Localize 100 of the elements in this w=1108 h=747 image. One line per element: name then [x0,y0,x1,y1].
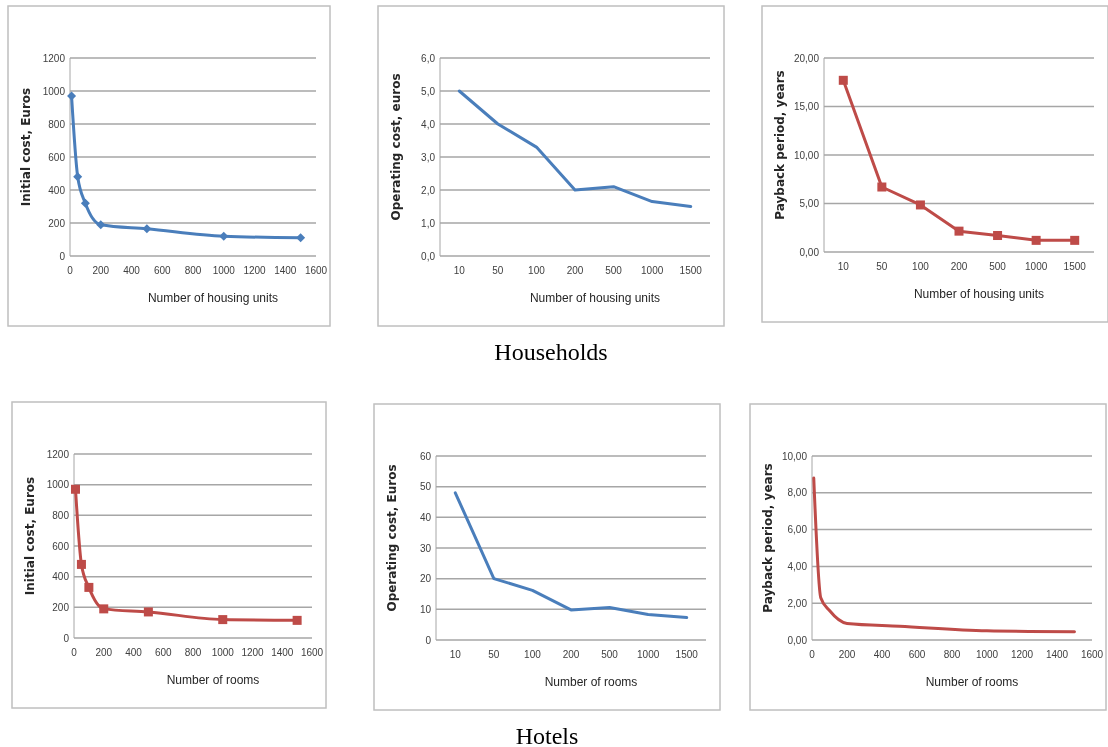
y-axis-title: Payback period, years [773,70,787,220]
point [99,604,109,614]
text: Hotels [515,723,579,747]
point [142,224,152,234]
x-tick-label: 600 [154,647,173,658]
y-tick-label: 6,0 [421,52,436,64]
y-tick-label: 0,00 [799,246,820,258]
y-tick-label: 0 [59,250,66,262]
x-tick-label: 1000 [975,649,999,660]
y-tick-label: 1200 [46,448,70,460]
x-axis-title: Number of rooms [166,673,260,687]
x-tick-label: 800 [184,265,202,276]
point [292,615,302,625]
y-tick-label: 5,0 [421,85,436,97]
point [143,607,153,617]
x-tick-label: 1500 [675,649,699,660]
text: Households [494,339,608,365]
point [954,226,964,236]
x-tick-label: 200 [92,265,110,276]
x-tick-label: 1500 [1063,261,1087,272]
point [838,75,848,85]
x-tick-label: 50 [876,261,888,272]
x-tick-label: 1400 [1045,649,1069,660]
x-tick-label: 100 [524,649,542,660]
x-tick-label: 10 [449,649,462,660]
y-tick-label: 600 [48,151,66,163]
y-tick-label: 40 [419,511,432,523]
line-series [453,491,689,620]
y-tick-label: 600 [52,540,70,552]
y-tick-label: 30 [419,542,432,554]
x-tick-label: 1000 [212,265,236,276]
y-tick-label: 1000 [42,85,66,97]
point [84,582,94,592]
y-tick-label: 3,0 [421,151,436,163]
x-axis-title: Number of housing units [913,287,1045,301]
x-tick-label: 100 [528,265,546,276]
x-tick-label: 1000 [211,647,235,658]
x-tick-label: 200 [566,265,584,276]
y-tick-label: 800 [52,509,70,521]
y-tick-label: 20,00 [793,52,820,64]
x-tick-label: 10 [837,261,850,272]
x-tick-label: 50 [492,265,504,276]
x-tick-label: 200 [950,261,968,272]
y-tick-label: 6,00 [787,524,808,536]
y-tick-label: 60 [419,450,432,462]
y-tick-label: 200 [52,601,70,613]
x-tick-label: 50 [488,649,500,660]
y-tick-label: 400 [48,184,66,196]
y-tick-label: 800 [48,118,66,130]
y-tick-label: 2,0 [421,184,436,196]
point [915,200,925,210]
x-tick-label: 1200 [1010,649,1034,660]
y-tick-label: 20 [419,573,432,585]
x-tick-label: 1400 [274,265,297,276]
point [877,182,887,192]
y-axis-title: Operating cost, euros [389,73,403,221]
y-tick-label: 1,0 [421,217,436,229]
y-axis-title: Operating cost, Euros [385,464,399,612]
y-tick-label: 4,0 [421,118,436,130]
y-tick-label: 5,00 [799,198,820,209]
point [218,615,228,625]
y-tick-label: 10 [419,603,432,615]
x-tick-label: 1000 [637,649,660,660]
x-tick-label: 200 [95,647,113,658]
point [1031,235,1041,245]
y-axis-title: Initial cost, Euros [19,87,33,207]
y-axis-title: Initial cost, Euros [23,476,37,596]
x-tick-label: 600 [908,649,926,660]
point [80,198,90,208]
y-tick-label: 10,00 [793,149,820,161]
y-tick-label: 2,00 [787,597,808,609]
y-tick-label: 200 [48,217,66,229]
x-tick-label: 1000 [1025,261,1048,272]
point [67,91,77,101]
x-tick-label: 400 [125,647,143,658]
x-axis-title: Number of housing units [147,291,279,305]
line-series [812,476,1076,634]
point [73,172,83,182]
x-tick-label: 800 [184,647,202,658]
x-axis-title: Number of rooms [544,675,638,689]
point [296,233,306,243]
y-tick-label: 0 [63,632,70,644]
x-tick-label: 1500 [679,265,703,276]
x-tick-label: 800 [943,649,961,660]
x-axis-title: Number of rooms [925,675,1019,689]
x-tick-label: 400 [873,649,891,660]
x-tick-label: 400 [123,265,141,276]
y-tick-label: 1000 [46,479,70,491]
x-tick-label: 1400 [271,647,294,658]
x-tick-label: 100 [912,261,930,272]
x-tick-label: 200 [562,649,580,660]
x-tick-label: 0 [71,647,78,658]
x-tick-label: 600 [153,265,172,276]
x-tick-label: 1200 [241,647,265,658]
y-tick-label: 400 [52,571,70,583]
point [1070,235,1080,245]
x-axis-title: Number of housing units [529,291,661,305]
x-tick-label: 1600 [304,265,328,276]
y-tick-label: 0 [425,634,432,646]
x-tick-label: 500 [601,649,619,660]
